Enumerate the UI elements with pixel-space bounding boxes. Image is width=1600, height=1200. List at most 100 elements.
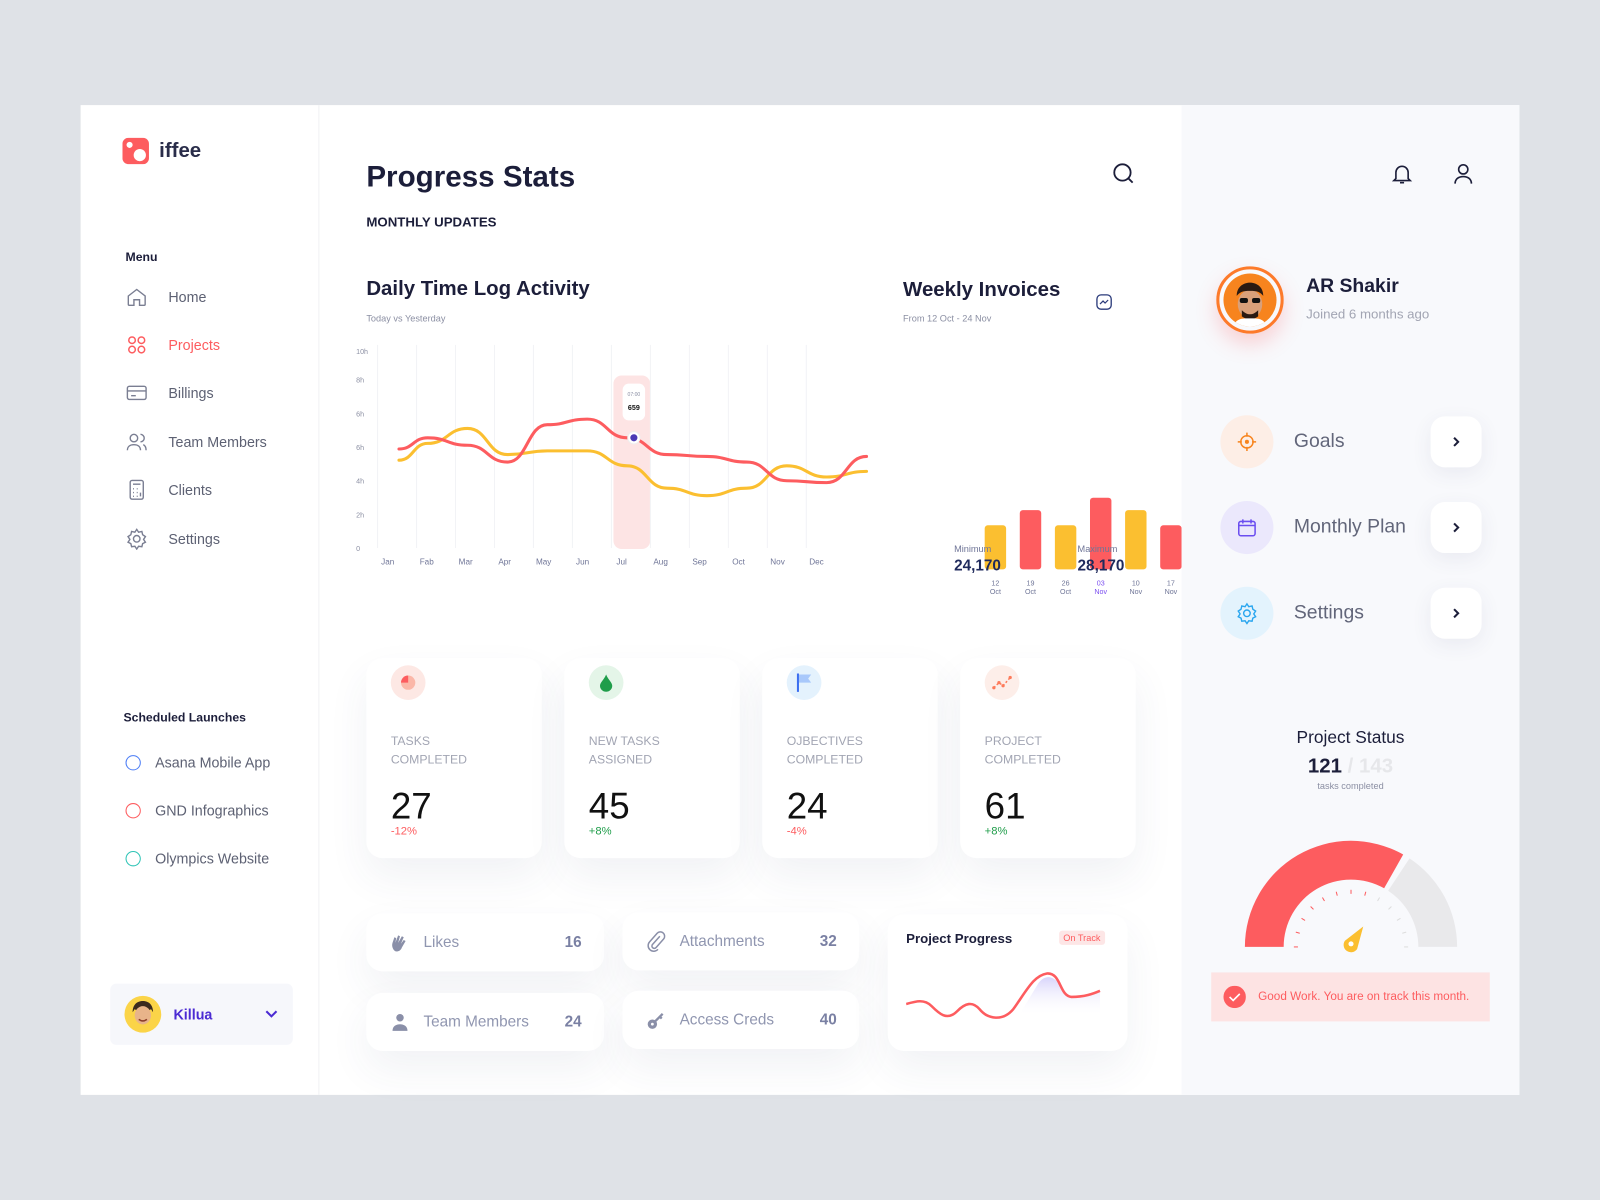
x-tick-label: Jun: [576, 557, 589, 566]
chevron-right-icon[interactable]: [1430, 502, 1482, 554]
bar[interactable]: [1019, 510, 1042, 570]
drop-icon: [588, 665, 624, 700]
maximum-label: Maximum: [1077, 543, 1118, 555]
gauge-tick: [1321, 897, 1325, 902]
mini-label: Access Creds: [679, 1011, 775, 1029]
scheduled-launches-heading: Scheduled Launches: [123, 710, 246, 725]
monthly-plan-link[interactable]: Monthly Plan: [1220, 501, 1482, 555]
chevron-right-icon[interactable]: [1430, 587, 1482, 639]
stat-card[interactable]: NEW TASKS ASSIGNED 45 +8%: [564, 658, 740, 859]
bar[interactable]: [1160, 525, 1182, 570]
bar-label: 26: [1062, 580, 1070, 588]
stat-card[interactable]: TASKS COMPLETED 27 -12%: [366, 658, 542, 859]
launch-item[interactable]: Olympics Website: [125, 849, 270, 867]
tooltip-time: 07:00: [627, 392, 640, 398]
user-profile-icon[interactable]: [1451, 161, 1475, 185]
x-tick-label: Jan: [381, 557, 394, 566]
sidebar-item-team-members[interactable]: Team Members: [126, 431, 267, 453]
stat-label: TASKS COMPLETED: [391, 732, 524, 769]
bell-icon[interactable]: [1390, 161, 1414, 185]
dashboard: iffee Menu Home Projects Billings Team M…: [80, 105, 1520, 1095]
sidebar: iffee Menu Home Projects Billings Team M…: [81, 105, 320, 1095]
minimum-value: 24,170: [954, 557, 1001, 575]
weekly-chart-subtitle: From 12 Oct - 24 Nov: [903, 313, 992, 324]
goals-link[interactable]: Goals: [1220, 415, 1482, 469]
avatar-image: [1223, 273, 1277, 327]
bar-label: 12: [991, 580, 999, 588]
search-icon[interactable]: [1112, 162, 1134, 184]
link-label: Settings: [1293, 602, 1364, 624]
page-title: Progress Stats: [366, 161, 576, 194]
bar[interactable]: [984, 525, 1007, 570]
brand-name: iffee: [159, 139, 202, 162]
circle-icon: [125, 754, 141, 770]
user-icon: [392, 1013, 408, 1031]
x-tick-label: Sep: [692, 557, 707, 566]
sidebar-item-home[interactable]: Home: [126, 286, 207, 308]
launch-item[interactable]: Asana Mobile App: [125, 754, 270, 770]
launch-item[interactable]: GND Infographics: [125, 802, 269, 819]
gauge-tick: [1310, 906, 1314, 910]
chart-tooltip: 07:00 659: [622, 383, 646, 421]
circle-icon: [125, 850, 141, 866]
project-status-title: Project Status: [1296, 727, 1405, 747]
gauge-fill: [1244, 840, 1404, 947]
chevron-right-icon[interactable]: [1430, 416, 1482, 468]
x-tick-label: May: [536, 557, 552, 566]
bar-label: Nov: [1094, 588, 1107, 596]
stat-label-line: COMPLETED: [984, 752, 1061, 767]
bar[interactable]: [1125, 510, 1147, 570]
sidebar-item-label: Home: [168, 288, 207, 306]
mini-value: 40: [819, 1011, 837, 1029]
likes-card[interactable]: Likes 16: [366, 913, 605, 972]
y-tick-label: 6h: [356, 410, 364, 418]
sidebar-item-projects[interactable]: Projects: [126, 334, 220, 356]
y-tick-label: 8h: [356, 377, 364, 385]
card-icon: [126, 385, 147, 401]
stat-label: PROJECT COMPLETED: [985, 732, 1118, 769]
flag-icon: [786, 665, 822, 700]
sidebar-item-label: Billings: [168, 384, 214, 402]
y-tick-label: 4h: [356, 478, 364, 486]
stat-change: +8%: [588, 825, 612, 838]
trend-chart-icon[interactable]: [1096, 294, 1112, 310]
access-creds-card[interactable]: Access Creds 40: [622, 990, 860, 1049]
page-subtitle: MONTHLY UPDATES: [366, 214, 497, 230]
launch-label: GND Infographics: [155, 802, 269, 819]
gauge-tick: [1402, 931, 1407, 934]
tasks-total: / 143: [1347, 755, 1394, 778]
circle-icon: [125, 802, 141, 818]
bar-label: 17: [1167, 580, 1175, 588]
sidebar-item-clients[interactable]: Clients: [126, 479, 212, 501]
gauge-tick: [1364, 891, 1367, 896]
maximum-value: 28,170: [1077, 557, 1125, 575]
clap-hand-icon: [392, 934, 406, 952]
x-tick-label: Oct: [732, 557, 745, 566]
bar[interactable]: [1054, 525, 1077, 570]
stat-change: -12%: [390, 825, 418, 838]
sidebar-item-billings[interactable]: Billings: [126, 382, 214, 404]
stat-card[interactable]: PROJECT COMPLETED 61 +8%: [960, 658, 1136, 859]
stat-label-line: ASSIGNED: [588, 752, 653, 767]
gauge-tick: [1388, 906, 1392, 910]
status-gauge: [1244, 840, 1458, 953]
attachments-card[interactable]: Attachments 32: [622, 912, 860, 971]
gauge-tick: [1377, 897, 1381, 902]
y-tick-label: 0: [356, 545, 360, 553]
team-members-card[interactable]: Team Members 24: [366, 992, 605, 1052]
project-progress-title: Project Progress: [906, 930, 1013, 946]
stat-change: +8%: [984, 825, 1008, 838]
launch-label: Olympics Website: [155, 849, 270, 867]
sidebar-item-settings[interactable]: Settings: [126, 528, 220, 550]
weekly-invoices-chart: 12Oct19Oct26Oct03Nov10Nov17Nov24Nov: [984, 497, 1217, 596]
success-message: Good Work. You are on track this month.: [1258, 990, 1470, 1004]
y-tick-label: 10h: [356, 348, 368, 356]
profile-avatar[interactable]: [1216, 266, 1284, 334]
x-tick-label: Aug: [653, 557, 668, 566]
settings-link[interactable]: Settings: [1220, 586, 1482, 640]
logo[interactable]: iffee: [122, 137, 202, 165]
bar[interactable]: [1089, 497, 1112, 570]
bar-label: Nov: [1129, 588, 1142, 596]
user-switcher[interactable]: Killua: [110, 983, 293, 1045]
stat-card[interactable]: OJBECTIVES COMPLETED 24 -4%: [762, 658, 938, 859]
